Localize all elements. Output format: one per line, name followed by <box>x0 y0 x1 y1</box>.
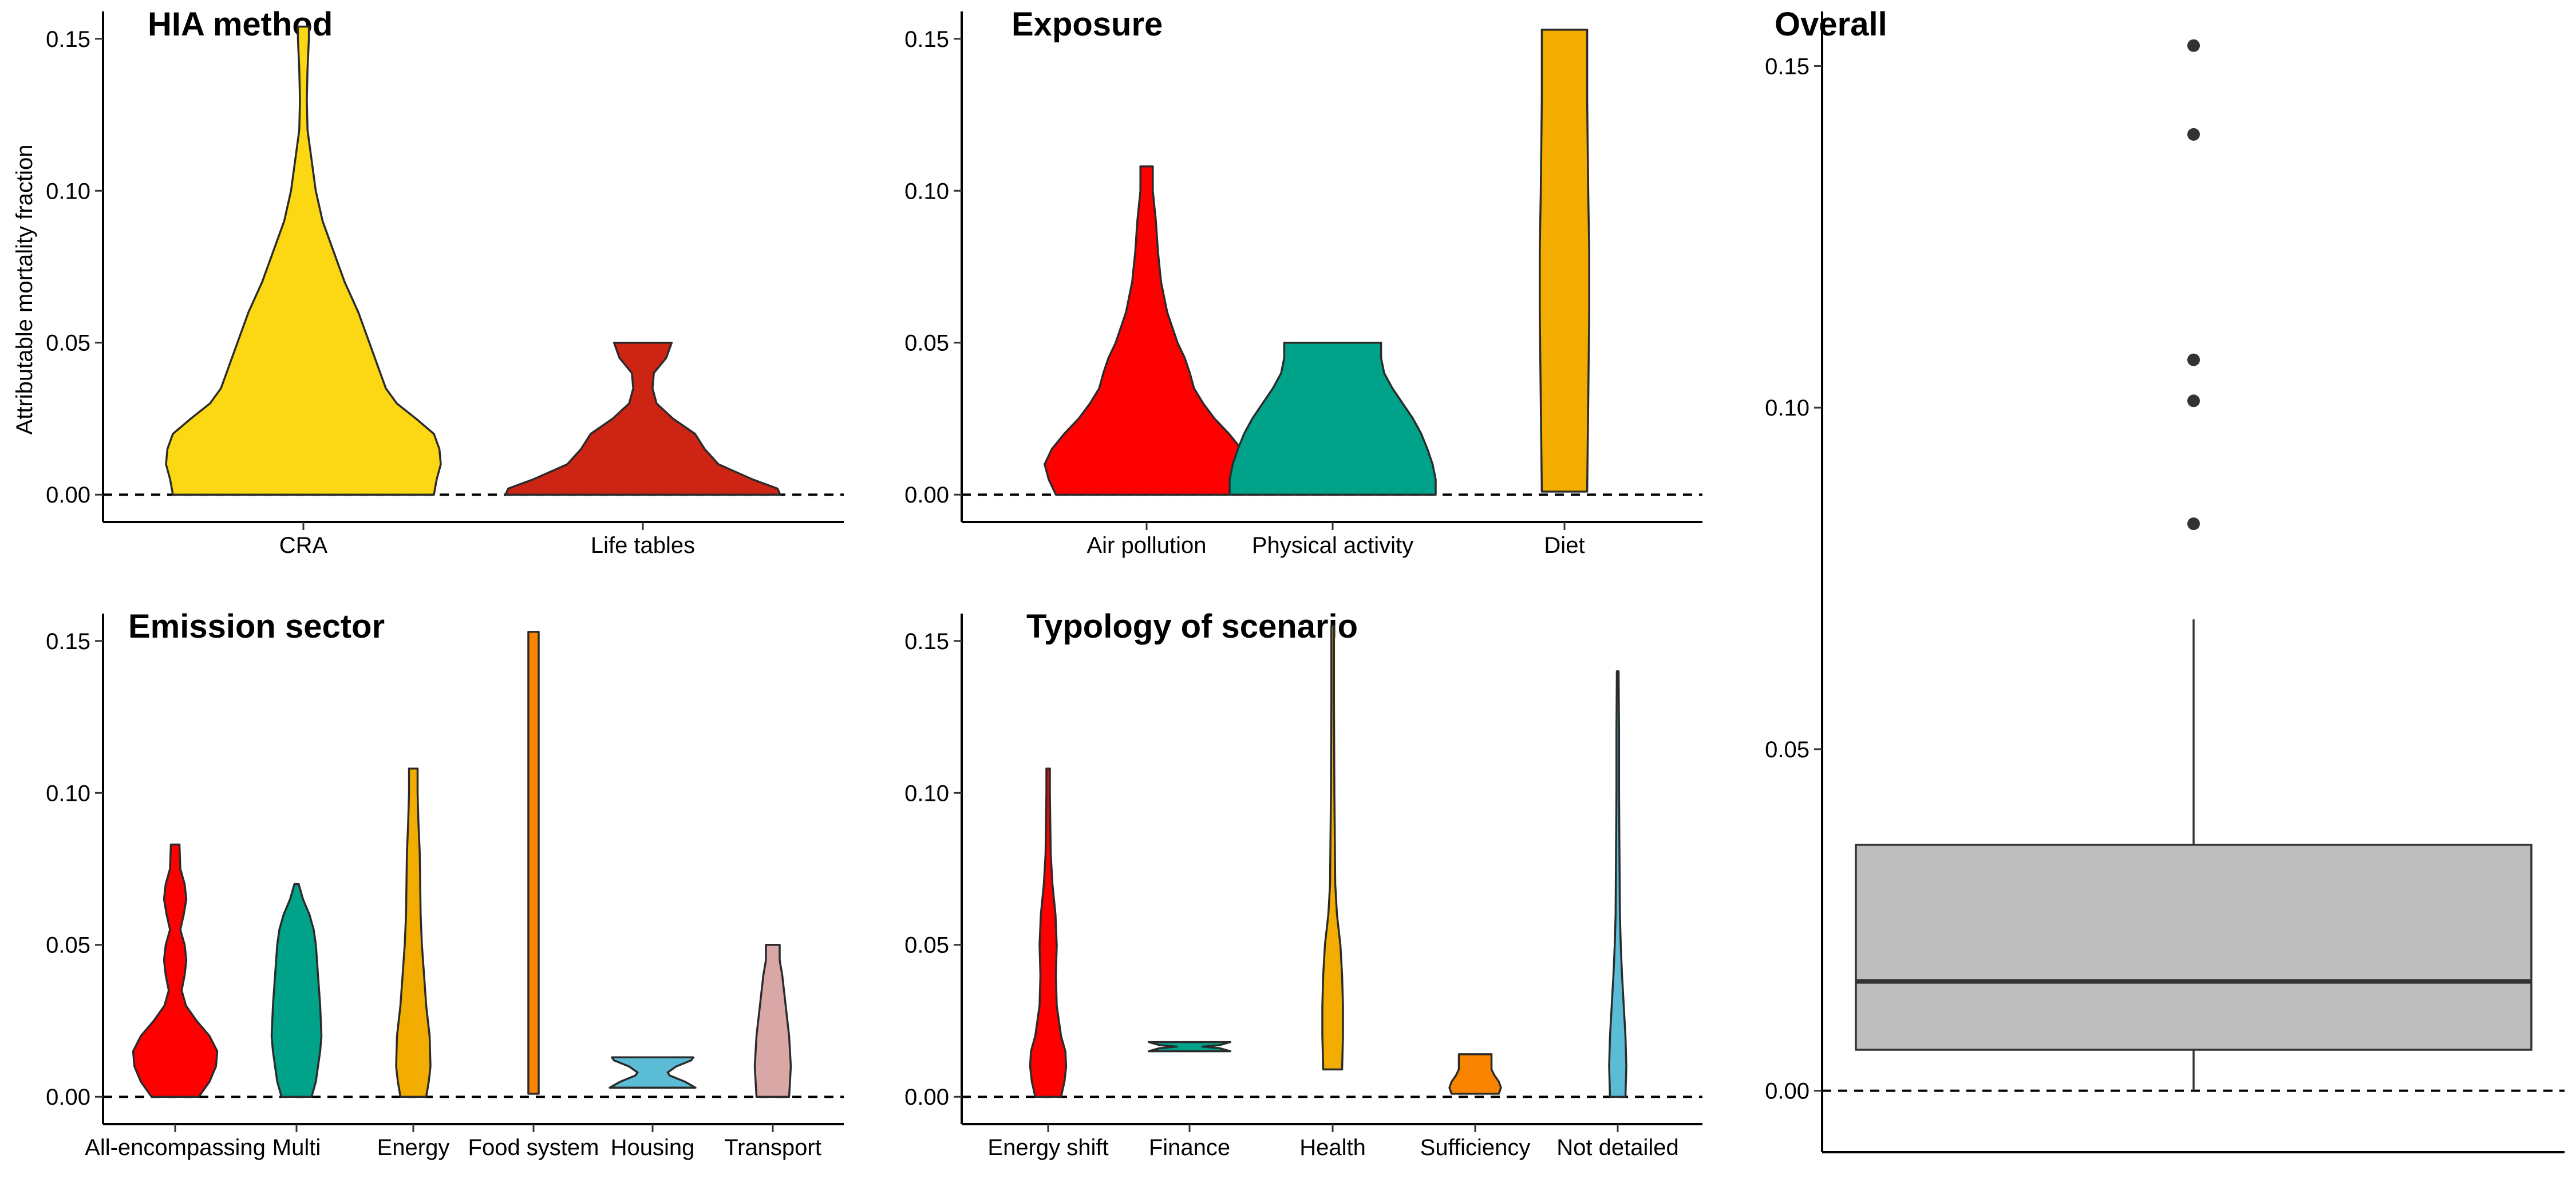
panel-emission: Emission sector 0.00 0.05 0.10 0.15 All-encom… <box>46 608 844 1160</box>
violin-housing <box>609 1056 697 1089</box>
x-tick-label: Sufficiency <box>1420 1135 1531 1160</box>
violin-all-encompassing <box>132 843 219 1098</box>
violin-cra <box>165 25 442 496</box>
violin-multi <box>270 883 323 1098</box>
x-tick-label: Diet <box>1544 533 1585 558</box>
x-tick-label: Multi <box>272 1135 321 1160</box>
y-tick-label: 0.10 <box>46 179 90 204</box>
box-outlier <box>2187 39 2200 52</box>
panel-title: Exposure <box>1012 6 1163 43</box>
violin-sufficiency <box>1448 1053 1502 1095</box>
y-tick-label: 0.15 <box>904 629 949 654</box>
x-tick-label: Life tables <box>591 533 695 558</box>
y-axis-label: Attributable mortality fraction <box>12 145 37 435</box>
y-tick-label: 0.15 <box>1765 54 1809 79</box>
violin-life-tables <box>504 341 781 496</box>
violin-energy <box>395 768 432 1098</box>
y-tick-label: 0.05 <box>46 331 90 356</box>
violin-energy-shift <box>1029 768 1068 1098</box>
x-tick-label: Energy <box>377 1135 450 1160</box>
x-tick-label: Transport <box>724 1135 821 1160</box>
violin-air-pollution <box>1044 165 1250 496</box>
x-tick-label: All-encompassing <box>85 1135 266 1160</box>
panel-exposure: Exposure 0.00 0.05 0.10 0.15 Air pollution Phy… <box>904 6 1702 558</box>
box-outlier <box>2187 517 2200 531</box>
box-outlier <box>2187 353 2200 366</box>
box-outlier <box>2187 394 2200 408</box>
panel-overall: Overall 0.00 0.05 0.10 0.15 <box>1765 6 2565 1153</box>
violin-health <box>1321 624 1344 1071</box>
box-iqr <box>1855 844 2532 1051</box>
y-tick-label: 0.00 <box>1765 1079 1809 1104</box>
y-tick-label: 0.10 <box>904 179 949 204</box>
x-tick-label: CRA <box>279 533 328 558</box>
y-tick-label: 0.00 <box>46 483 90 508</box>
x-tick-label: Energy shift <box>987 1135 1108 1160</box>
y-tick-label: 0.00 <box>904 1085 949 1110</box>
panel-typology: Typology of scenario 0.00 0.05 0.10 0.15 Ener… <box>904 608 1702 1160</box>
x-tick-label: Health <box>1299 1135 1366 1160</box>
y-tick-label: 0.00 <box>904 483 949 508</box>
y-tick-label: 0.10 <box>1765 396 1809 421</box>
y-tick-label: 0.05 <box>904 331 949 356</box>
y-tick-label: 0.15 <box>46 629 90 654</box>
panel-title: Overall <box>1775 6 1887 43</box>
violin-diet <box>1539 29 1590 493</box>
panel-title: Typology of scenario <box>1026 608 1358 645</box>
violin-physical-activity <box>1228 341 1437 496</box>
y-tick-label: 0.10 <box>904 781 949 806</box>
y-tick-label: 0.00 <box>46 1085 90 1110</box>
violin-not-detailed <box>1608 670 1627 1098</box>
panel-title: Emission sector <box>128 608 385 645</box>
y-tick-label: 0.05 <box>904 933 949 958</box>
y-tick-label: 0.15 <box>904 27 949 52</box>
y-tick-label: 0.10 <box>46 781 90 806</box>
violin-food-system <box>527 631 540 1095</box>
violin-finance <box>1148 1041 1232 1053</box>
x-tick-label: Finance <box>1149 1135 1230 1160</box>
x-tick-label: Physical activity <box>1252 533 1413 558</box>
y-tick-label: 0.05 <box>46 933 90 958</box>
y-tick-label: 0.05 <box>1765 737 1809 762</box>
x-tick-label: Food system <box>468 1135 599 1160</box>
box-outlier <box>2187 128 2200 141</box>
y-tick-label: 0.15 <box>46 27 90 52</box>
x-tick-label: Not detailed <box>1556 1135 1678 1160</box>
violin-transport <box>753 943 792 1098</box>
x-tick-label: Housing <box>611 1135 695 1160</box>
x-tick-label: Air pollution <box>1086 533 1206 558</box>
